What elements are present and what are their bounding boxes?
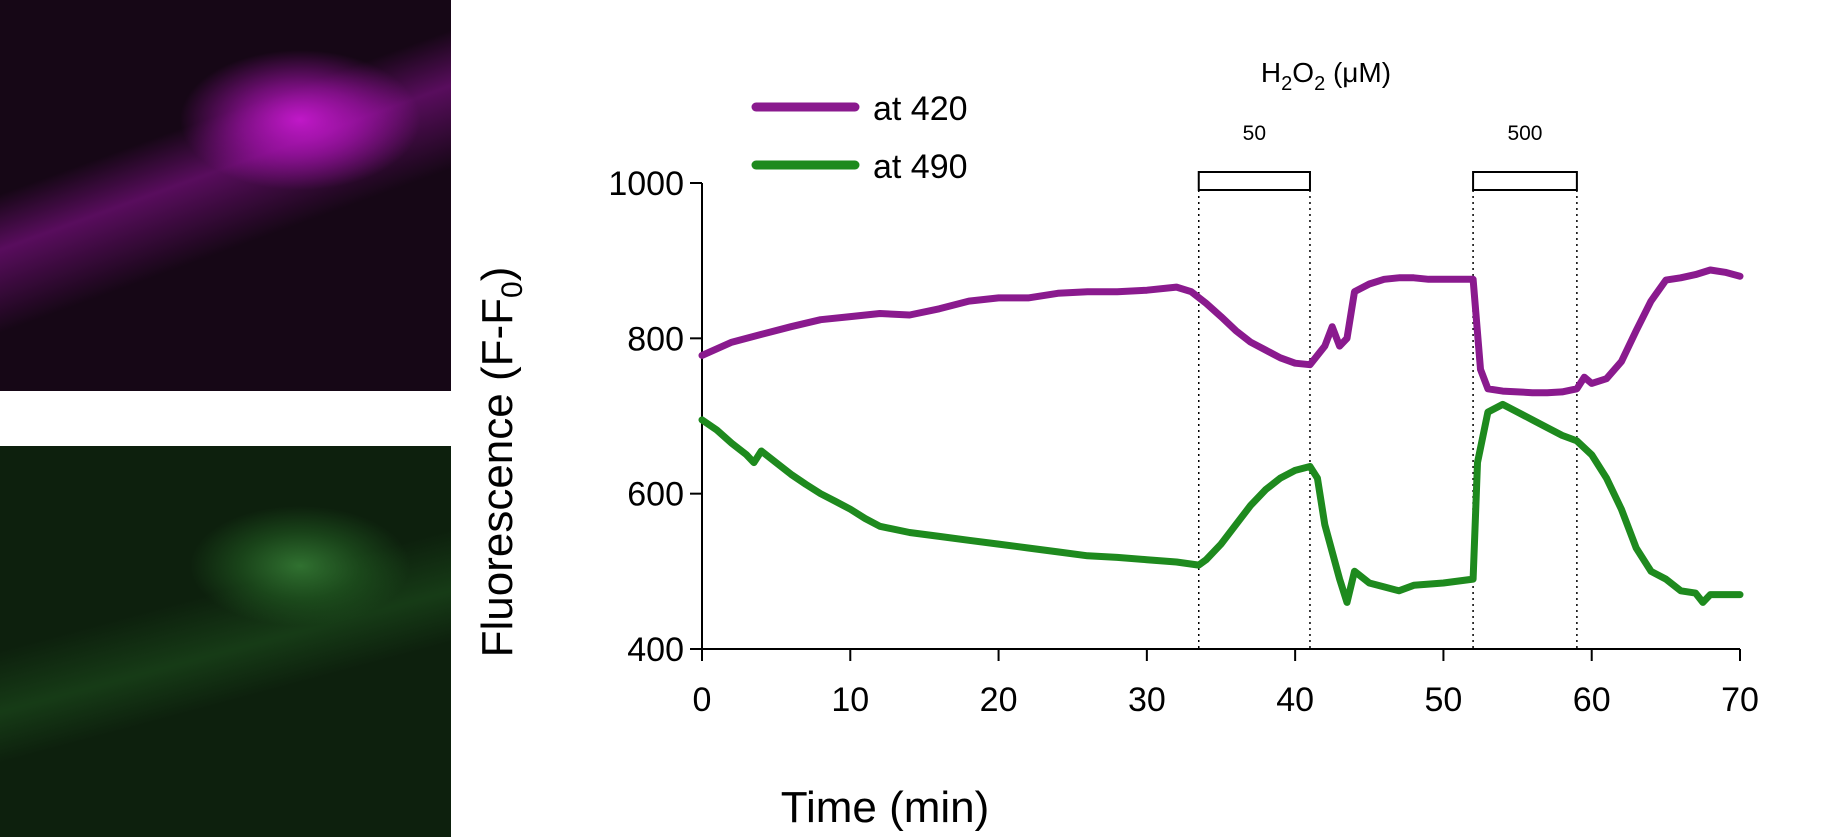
series-line-490	[698, 400, 1744, 606]
series-line-420	[698, 266, 1744, 397]
y-axis-title: Fluorescence (F-F0)	[473, 267, 529, 658]
x-tick-label: 20	[980, 681, 1018, 719]
treatment-label: 50	[1243, 122, 1266, 145]
y-axis-title-sub: 0	[496, 281, 529, 298]
x-tick-label: 40	[1276, 681, 1314, 719]
micrograph-490	[0, 446, 451, 837]
x-tick-label: 60	[1573, 681, 1611, 719]
y-tick-label: 600	[627, 476, 684, 514]
y-axis-title-main: Fluorescence (F-F	[473, 298, 522, 657]
x-tick-label: 70	[1721, 681, 1759, 719]
x-tick-label: 10	[831, 681, 869, 719]
chart-axes: 0 10 20 30 40 50 60 70 400 600 800 1000	[608, 165, 1759, 719]
x-tick-label: 0	[693, 681, 712, 719]
y-axis-title-close: )	[473, 267, 522, 282]
y-tick-label: 1000	[608, 165, 684, 203]
x-axis-title: Time (min)	[781, 783, 990, 832]
legend-label-420: at 420	[873, 90, 968, 128]
treatment-markers: 50 500	[1197, 122, 1578, 649]
x-tick-label: 30	[1128, 681, 1166, 719]
micrograph-420	[0, 0, 451, 391]
y-tick-label: 800	[627, 320, 684, 358]
y-tick-label: 400	[627, 631, 684, 669]
treatment-title: H2O2 (μM)	[1261, 57, 1391, 95]
chart-series	[698, 266, 1744, 606]
legend: at 420 at 490	[751, 90, 968, 186]
treatment-bar	[1197, 171, 1311, 191]
treatment-bar	[1472, 171, 1578, 191]
treatment-label: 500	[1507, 122, 1542, 145]
legend-label-490: at 490	[873, 148, 968, 186]
x-tick-label: 50	[1425, 681, 1463, 719]
